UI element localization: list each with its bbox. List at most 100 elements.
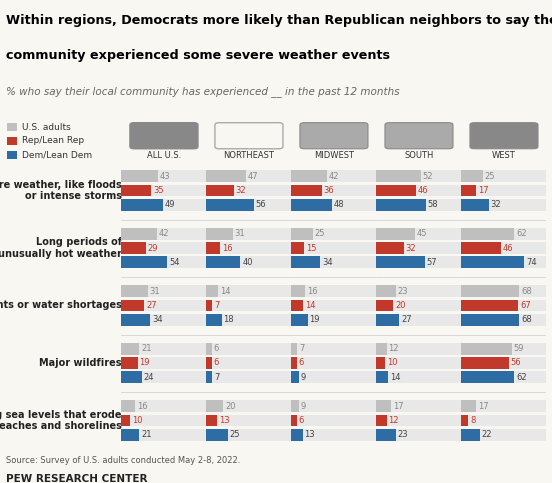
Text: 42: 42 bbox=[159, 229, 169, 238]
FancyBboxPatch shape bbox=[470, 123, 538, 149]
Bar bbox=[121, 343, 206, 355]
Bar bbox=[206, 185, 291, 197]
FancyBboxPatch shape bbox=[300, 123, 368, 149]
Text: PEW RESEARCH CENTER: PEW RESEARCH CENTER bbox=[6, 473, 147, 483]
Bar bbox=[206, 199, 254, 211]
Bar bbox=[291, 242, 376, 254]
Bar bbox=[376, 429, 396, 440]
Text: 35: 35 bbox=[153, 186, 163, 195]
Text: 6: 6 bbox=[213, 344, 219, 353]
Bar bbox=[376, 199, 461, 211]
Bar bbox=[121, 414, 206, 426]
Bar bbox=[376, 414, 386, 426]
Bar bbox=[461, 343, 512, 355]
Bar bbox=[121, 314, 150, 326]
Bar bbox=[121, 199, 206, 211]
Bar bbox=[461, 185, 546, 197]
Bar bbox=[7, 137, 17, 145]
Bar bbox=[376, 256, 425, 268]
Text: MIDWEST: MIDWEST bbox=[314, 151, 354, 159]
Bar bbox=[206, 429, 228, 440]
Text: 6: 6 bbox=[298, 416, 304, 425]
Text: 14: 14 bbox=[390, 373, 401, 382]
Bar bbox=[461, 357, 509, 369]
Bar bbox=[121, 242, 206, 254]
Bar bbox=[206, 343, 291, 355]
Text: Droughts or water shortages: Droughts or water shortages bbox=[0, 300, 122, 311]
Text: 56: 56 bbox=[511, 358, 522, 368]
Text: 67: 67 bbox=[520, 301, 531, 310]
Bar bbox=[206, 285, 291, 297]
Text: Source: Survey of U.S. adults conducted May 2-8, 2022.: Source: Survey of U.S. adults conducted … bbox=[6, 456, 240, 465]
Bar bbox=[291, 429, 376, 440]
Bar bbox=[461, 429, 480, 440]
Text: Dem/Lean Dem: Dem/Lean Dem bbox=[22, 150, 92, 159]
Bar bbox=[461, 400, 476, 412]
Text: 23: 23 bbox=[397, 287, 408, 296]
Text: 62: 62 bbox=[516, 373, 527, 382]
Bar bbox=[461, 242, 546, 254]
Text: 7: 7 bbox=[299, 344, 305, 353]
Text: SOUTH: SOUTH bbox=[404, 151, 434, 159]
Bar bbox=[206, 357, 291, 369]
Text: 54: 54 bbox=[169, 258, 179, 267]
Text: 32: 32 bbox=[490, 200, 501, 209]
Bar bbox=[376, 199, 426, 211]
Text: Within regions, Democrats more likely than Republican neighbors to say their: Within regions, Democrats more likely th… bbox=[6, 14, 552, 28]
Bar bbox=[376, 242, 404, 254]
Bar bbox=[206, 242, 220, 254]
Text: 34: 34 bbox=[152, 315, 163, 324]
Bar bbox=[121, 299, 206, 312]
Bar bbox=[121, 170, 206, 182]
Bar bbox=[376, 343, 461, 355]
Text: 29: 29 bbox=[148, 243, 158, 253]
Bar bbox=[376, 299, 461, 312]
Bar bbox=[461, 357, 546, 369]
Bar bbox=[376, 429, 461, 440]
Bar bbox=[376, 357, 385, 369]
Bar bbox=[291, 400, 299, 412]
Bar bbox=[206, 256, 291, 268]
Text: 10: 10 bbox=[386, 358, 397, 368]
Bar bbox=[291, 414, 376, 426]
Bar bbox=[461, 199, 546, 211]
Text: Major wildfires: Major wildfires bbox=[39, 358, 122, 368]
Bar bbox=[376, 285, 461, 297]
Bar bbox=[121, 170, 158, 182]
Text: 47: 47 bbox=[248, 172, 259, 181]
Text: Long periods of
unusually hot weather: Long periods of unusually hot weather bbox=[0, 237, 122, 259]
Text: 46: 46 bbox=[502, 243, 513, 253]
Bar bbox=[206, 371, 213, 383]
Text: 24: 24 bbox=[144, 373, 154, 382]
Bar bbox=[291, 170, 327, 182]
Bar bbox=[206, 414, 217, 426]
Text: 7: 7 bbox=[214, 301, 220, 310]
Bar bbox=[121, 185, 151, 197]
Text: 14: 14 bbox=[305, 301, 316, 310]
Bar bbox=[291, 285, 305, 297]
Text: 13: 13 bbox=[219, 416, 230, 425]
Bar bbox=[291, 199, 332, 211]
Text: 43: 43 bbox=[160, 172, 171, 181]
Bar bbox=[291, 228, 312, 240]
Bar bbox=[121, 314, 206, 326]
Text: 34: 34 bbox=[322, 258, 333, 267]
Bar bbox=[206, 299, 291, 312]
Bar bbox=[121, 242, 146, 254]
Text: 62: 62 bbox=[516, 229, 527, 238]
Bar bbox=[206, 228, 291, 240]
Text: 9: 9 bbox=[301, 402, 306, 411]
Bar bbox=[461, 256, 524, 268]
Bar bbox=[461, 170, 546, 182]
Bar bbox=[376, 314, 400, 326]
Bar bbox=[461, 256, 546, 268]
Bar bbox=[121, 185, 206, 197]
Text: 10: 10 bbox=[131, 416, 142, 425]
Bar bbox=[291, 185, 322, 197]
Text: 8: 8 bbox=[470, 416, 475, 425]
Text: 52: 52 bbox=[422, 172, 433, 181]
Bar bbox=[206, 371, 291, 383]
Bar bbox=[461, 371, 546, 383]
Bar bbox=[206, 400, 224, 412]
Bar bbox=[206, 199, 291, 211]
